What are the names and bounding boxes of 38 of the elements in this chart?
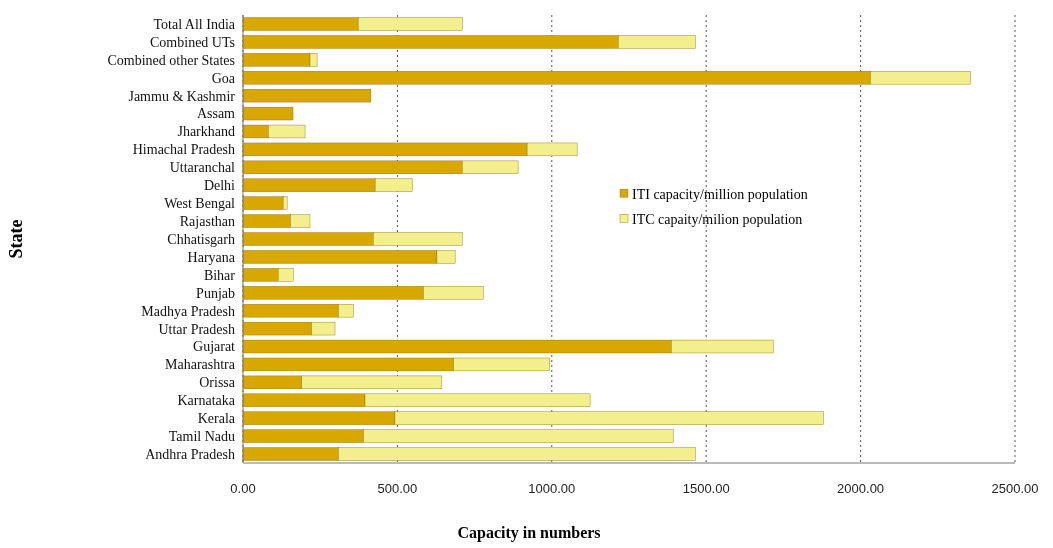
y-tick-label: Bihar bbox=[203, 267, 236, 283]
y-tick-label: Jammu & Kashmir bbox=[128, 88, 236, 104]
y-tick-label: Assam bbox=[196, 106, 236, 122]
y-tick-label: Rajasthan bbox=[179, 213, 235, 229]
x-tick-label: 2500.00 bbox=[991, 481, 1039, 496]
legend-label: ITI capacity/million population bbox=[632, 187, 808, 203]
y-tick-label: Gujarat bbox=[193, 339, 236, 355]
x-tick-label: 0.00 bbox=[230, 481, 256, 496]
y-tick-label: Karnataka bbox=[177, 393, 236, 409]
y-tick-label: Combined other States bbox=[107, 52, 235, 68]
y-tick-label: Total All India bbox=[153, 16, 236, 32]
y-tick-label: Chhatisgarh bbox=[167, 231, 235, 247]
y-tick-label: Goa bbox=[211, 70, 236, 86]
x-tick-label: 500.00 bbox=[377, 481, 418, 496]
y-tick-label: Andhra Pradesh bbox=[145, 446, 235, 462]
x-tick-label: 2000.00 bbox=[837, 481, 885, 496]
y-tick-label: Uttaranchal bbox=[169, 160, 236, 176]
legend-label: ITC capaity/milion population bbox=[632, 212, 803, 228]
y-tick-label: Himachal Pradesh bbox=[132, 142, 235, 158]
y-tick-label: Combined UTs bbox=[150, 34, 235, 50]
y-axis-title: State bbox=[6, 219, 26, 259]
y-tick-label: Punjab bbox=[196, 285, 235, 301]
y-tick-label: Haryana bbox=[187, 249, 236, 265]
y-tick-label: Uttar Pradesh bbox=[158, 321, 235, 337]
x-tick-label: 1500.00 bbox=[682, 481, 730, 496]
y-tick-label: West Bengal bbox=[164, 196, 236, 212]
x-tick-label: 1000.00 bbox=[528, 481, 576, 496]
y-tick-label: Madhya Pradesh bbox=[141, 303, 235, 319]
x-axis-title: Capacity in numbers bbox=[457, 524, 601, 542]
y-tick-label: Orissa bbox=[199, 375, 236, 391]
bar bbox=[242, 88, 372, 103]
y-tick-label: Delhi bbox=[203, 178, 236, 194]
bar bbox=[242, 106, 294, 121]
y-tick-label: Tamil Nadu bbox=[168, 429, 235, 445]
y-tick-label: Maharashtra bbox=[165, 357, 236, 373]
y-tick-label: Kerala bbox=[197, 411, 236, 427]
y-tick-label: Jharkhand bbox=[177, 124, 235, 140]
bar bbox=[242, 196, 284, 210]
